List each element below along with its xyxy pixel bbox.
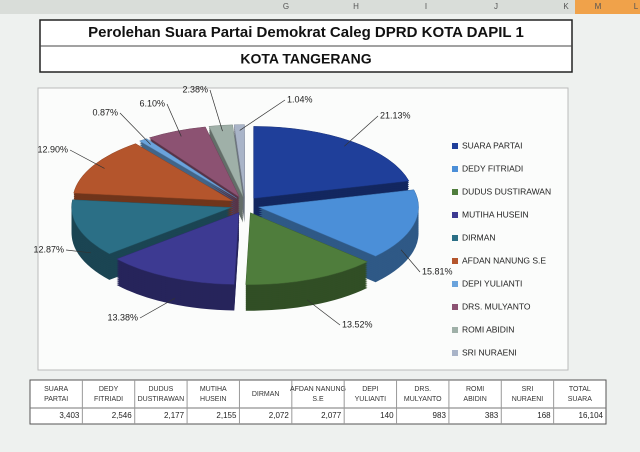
leader-line bbox=[139, 297, 176, 319]
slice bbox=[233, 124, 245, 197]
slice bbox=[148, 126, 241, 198]
legend-swatch bbox=[452, 235, 458, 241]
table-header-cell: SRI NURAENI bbox=[512, 386, 544, 403]
chart-title: Perolehan Suara Partai Demokrat Caleg DP… bbox=[88, 24, 524, 41]
table-header-cell: DIRMAN bbox=[252, 391, 280, 398]
legend-swatch bbox=[452, 212, 458, 218]
leader-line bbox=[166, 103, 182, 137]
legend-swatch bbox=[452, 304, 458, 310]
legend-label: MUTIHA HUSEIN bbox=[462, 209, 529, 219]
leader-line bbox=[119, 112, 151, 145]
legend-label: DEDY FITRIADI bbox=[462, 163, 523, 173]
data-label: 2.38% bbox=[182, 84, 208, 94]
slice bbox=[253, 126, 410, 199]
leader-line bbox=[344, 115, 379, 147]
legend-swatch bbox=[452, 166, 458, 172]
data-label: 12.90% bbox=[37, 144, 68, 154]
table-header-cell: DUDUS DUSTIRAWAN bbox=[138, 386, 185, 403]
table-value-cell: 2,155 bbox=[216, 411, 237, 420]
legend-swatch bbox=[452, 350, 458, 356]
legend-label: DUDUS DUSTIRAWAN bbox=[462, 186, 551, 196]
leader-line bbox=[400, 249, 421, 273]
legend-label: AFDAN NANUNG S.E bbox=[462, 255, 546, 265]
table-value-cell: 983 bbox=[433, 411, 447, 420]
table-header-cell: SUARA PARTAI bbox=[44, 386, 68, 403]
table-value-cell: 168 bbox=[537, 411, 551, 420]
slice bbox=[139, 138, 237, 199]
column-header-bar bbox=[0, 0, 640, 14]
data-label: 21.13% bbox=[380, 110, 411, 120]
legend-swatch bbox=[452, 143, 458, 149]
legend-label: SUARA PARTAI bbox=[462, 140, 522, 150]
legend-swatch bbox=[452, 189, 458, 195]
leader-line bbox=[69, 149, 105, 169]
slice bbox=[71, 199, 232, 255]
column-label: H bbox=[353, 2, 359, 11]
data-label: 13.52% bbox=[342, 319, 373, 329]
data-label: 13.38% bbox=[107, 312, 138, 322]
leader-line bbox=[65, 249, 91, 254]
legend-swatch bbox=[452, 258, 458, 264]
column-label: I bbox=[425, 2, 427, 11]
column-label: J bbox=[494, 2, 498, 11]
table-frame bbox=[29, 379, 607, 425]
column-label: M bbox=[595, 2, 602, 11]
table-header-cell: DEDY FITRIADI bbox=[94, 386, 123, 403]
chart-subtitle: KOTA TANGERANG bbox=[240, 51, 371, 67]
legend-label: DRS. MULYANTO bbox=[462, 301, 531, 311]
data-label: 0.87% bbox=[92, 107, 118, 117]
table-header-cell: MUTIHA HUSEIN bbox=[200, 386, 227, 403]
legend-label: ROMI ABIDIN bbox=[462, 324, 514, 334]
table-value-cell: 2,077 bbox=[321, 411, 342, 420]
table-value-cell: 2,177 bbox=[164, 411, 185, 420]
column-label: K bbox=[563, 2, 569, 11]
legend-label: DIRMAN bbox=[462, 232, 496, 242]
slice bbox=[257, 189, 419, 257]
table-value-cell: 3,403 bbox=[59, 411, 80, 420]
table-header-cell: TOTAL SUARA bbox=[568, 386, 592, 403]
table-value-cell: 2,072 bbox=[269, 411, 290, 420]
legend-label: DEPI YULIANTI bbox=[462, 278, 522, 288]
slice bbox=[73, 143, 233, 202]
slice bbox=[116, 212, 240, 285]
table-header-cell: AFDAN NANUNG S.E bbox=[290, 386, 346, 403]
legend-swatch bbox=[452, 281, 458, 287]
leader-line bbox=[306, 299, 341, 326]
column-label: L bbox=[634, 2, 639, 11]
table-header-cell: DEPI YULIANTI bbox=[355, 386, 387, 403]
selected-column bbox=[575, 0, 640, 14]
leader-line bbox=[239, 99, 286, 131]
table-value-cell: 2,546 bbox=[112, 411, 133, 420]
table-value-cell: 16,104 bbox=[579, 411, 604, 420]
leader-line bbox=[209, 89, 223, 132]
data-label: 6.10% bbox=[139, 98, 165, 108]
data-label: 12.87% bbox=[33, 244, 64, 254]
slice-side bbox=[139, 142, 237, 203]
legend-swatch bbox=[452, 327, 458, 333]
table-value-cell: 140 bbox=[380, 411, 394, 420]
data-label: 15.81% bbox=[422, 266, 453, 276]
table-header-cell: DRS. MULYANTO bbox=[404, 386, 442, 403]
table-value-cell: 383 bbox=[485, 411, 499, 420]
data-label: 1.04% bbox=[287, 94, 313, 104]
table-header-cell: ROMI ABIDIN bbox=[463, 386, 486, 403]
column-label: G bbox=[283, 2, 289, 11]
slice bbox=[245, 212, 369, 285]
legend-label: SRI NURAENI bbox=[462, 347, 517, 357]
